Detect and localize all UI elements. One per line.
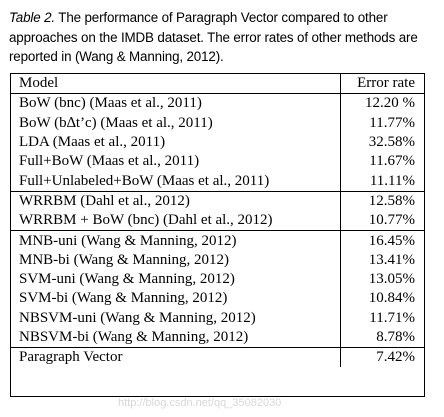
results-table: Model Error rate BoW (bnc) (Maas et al.,… [11, 74, 424, 368]
error-rate-cell: 11.71% [340, 308, 424, 328]
model-cell: SVM-uni (Wang & Manning, 2012) [19, 271, 235, 288]
error-rate-cell: 13.41% [340, 250, 424, 270]
model-cell: Full+Unlabeled+BoW (Maas et al., 2011) [19, 172, 270, 189]
table-caption: Table 2. The performance of Paragraph Ve… [9, 8, 437, 67]
table-row: SVM-bi (Wang & Manning, 2012) 10.84% [11, 289, 424, 309]
model-cell: Full+BoW (Maas et al., 2011) [19, 153, 200, 170]
error-rate-cell: 7.42% [340, 347, 424, 368]
model-cell: WRRBM (Dahl et al., 2012) [11, 190, 341, 212]
error-rate-cell: 10.77% [340, 211, 424, 231]
results-table-container: Model Error rate BoW (bnc) (Maas et al.,… [10, 73, 425, 397]
table-row: Paragraph Vector 7.42% [11, 347, 424, 368]
table-header-row: Model Error rate [11, 74, 424, 95]
table-row: NBSVM-bi (Wang & Manning, 2012) 8.78% [11, 327, 424, 348]
model-cell: MNB-uni (Wang & Manning, 2012) [11, 230, 341, 251]
model-cell: BoW (b∆t’c) (Maas et al., 2011) [19, 114, 213, 131]
table-row: SVM-uni (Wang & Manning, 2012) 13.05% [11, 269, 424, 290]
table-row: LDA (Maas et al., 2011) 32.58% [11, 132, 424, 153]
table-row: BoW (b∆t’c) (Maas et al., 2011) 11.77% [11, 113, 424, 133]
error-rate-cell: 11.67% [340, 152, 424, 172]
table-row: MNB-uni (Wang & Manning, 2012) 16.45% [11, 230, 424, 251]
error-rate-cell: 32.58% [340, 132, 424, 153]
model-cell: MNB-bi (Wang & Manning, 2012) [19, 251, 230, 268]
table-row: WRRBM (Dahl et al., 2012) 12.58% [11, 190, 424, 212]
model-cell: SVM-bi (Wang & Manning, 2012) [19, 290, 228, 307]
header-error-rate: Error rate [340, 74, 424, 95]
table-row: WRRBM + BoW (bnc) (Dahl et al., 2012) 10.… [11, 211, 424, 231]
model-cell: BoW (bnc) (Maas et al., 2011) [11, 93, 341, 114]
model-cell: Paragraph Vector [11, 347, 341, 368]
table-row: Full+Unlabeled+BoW (Maas et al., 2011) 11… [11, 171, 424, 192]
model-cell: NBSVM-bi (Wang & Manning, 2012) [19, 329, 249, 345]
table-body: BoW (bnc) (Maas et al., 2011) 12.20 % BoW … [11, 93, 424, 368]
error-rate-cell: 11.77% [340, 113, 424, 133]
error-rate-cell: 12.58% [340, 190, 424, 212]
watermark: http://blog.csdn.net/qq_35082030 [118, 397, 282, 409]
error-rate-cell: 13.05% [340, 269, 424, 290]
caption-text: The performance of Paragraph Vector comp… [9, 10, 418, 64]
error-rate-cell: 8.78% [340, 327, 424, 348]
error-rate-cell: 12.20 % [340, 93, 424, 114]
error-rate-cell: 16.45% [340, 230, 424, 251]
table-row: Full+BoW (Maas et al., 2011) 11.67% [11, 152, 424, 172]
model-cell: NBSVM-uni (Wang & Manning, 2012) [19, 309, 256, 326]
model-cell: LDA (Maas et al., 2011) [19, 134, 166, 151]
table-row: NBSVM-uni (Wang & Manning, 2012) 11.71% [11, 308, 424, 328]
table-row: BoW (bnc) (Maas et al., 2011) 12.20 % [11, 93, 424, 114]
table-row: MNB-bi (Wang & Manning, 2012) 13.41% [11, 250, 424, 270]
header-model: Model [11, 74, 341, 95]
error-rate-cell: 11.11% [340, 171, 424, 192]
model-cell: WRRBM + BoW (bnc) (Dahl et al., 2012) [19, 212, 273, 229]
caption-label: Table 2. [9, 10, 55, 25]
error-rate-cell: 10.84% [340, 289, 424, 309]
